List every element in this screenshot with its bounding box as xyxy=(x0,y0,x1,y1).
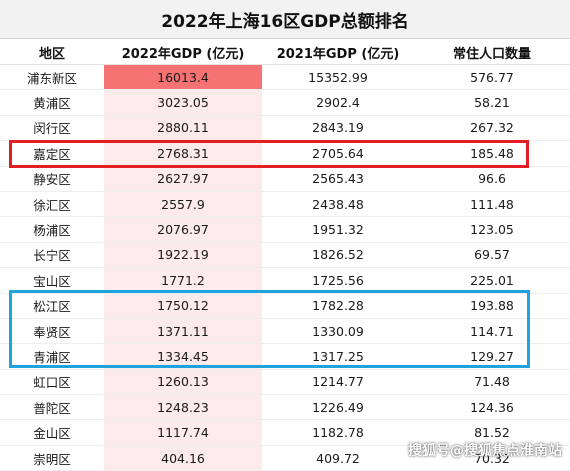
table-row: 普陀区 1248.23 1226.49 124.36 xyxy=(0,394,570,421)
table-row: 青浦区 1334.45 1317.25 129.27 xyxy=(0,343,570,370)
gdp-2021-cell: 1214.77 xyxy=(262,369,414,396)
gdp-2022-cell: 1248.23 xyxy=(104,394,262,421)
table-row: 杨浦区 2076.97 1951.32 123.05 xyxy=(0,216,570,243)
district-cell: 长宁区 xyxy=(0,242,104,269)
gdp-2021-cell: 1182.78 xyxy=(262,419,414,446)
gdp-2022-cell: 2076.97 xyxy=(104,216,262,243)
gdp-2021-cell: 1951.32 xyxy=(262,216,414,243)
table-title: 2022年上海16区GDP总额排名 xyxy=(0,0,570,39)
population-cell: 185.48 xyxy=(414,140,570,167)
gdp-2022-cell: 1771.2 xyxy=(104,267,262,294)
table-row: 崇明区 404.16 409.72 70.32 xyxy=(0,445,570,471)
gdp-2022-cell: 3023.05 xyxy=(104,89,262,116)
table-row: 徐汇区 2557.9 2438.48 111.48 xyxy=(0,191,570,218)
gdp-2022-cell: 1117.74 xyxy=(104,419,262,446)
gdp-2022-cell: 2627.97 xyxy=(104,166,262,192)
table-row: 嘉定区 2768.31 2705.64 185.48 xyxy=(0,140,570,167)
table-row: 闵行区 2880.11 2843.19 267.32 xyxy=(0,115,570,142)
watermark: 搜狐号@搜狐焦点淮南站 xyxy=(408,443,562,459)
district-cell: 浦东新区 xyxy=(0,64,104,91)
gdp-2021-cell: 2843.19 xyxy=(262,115,414,142)
population-cell: 576.77 xyxy=(414,64,570,91)
population-cell: 96.6 xyxy=(414,166,570,192)
population-cell: 58.21 xyxy=(414,89,570,116)
district-cell: 徐汇区 xyxy=(0,191,104,218)
gdp-2021-cell: 2705.64 xyxy=(262,140,414,167)
gdp-2022-cell: 16013.4 xyxy=(104,64,262,91)
gdp-2021-cell: 1725.56 xyxy=(262,267,414,294)
population-cell: 129.27 xyxy=(414,343,570,370)
table-row: 宝山区 1771.2 1725.56 225.01 xyxy=(0,267,570,294)
gdp-2021-cell: 1226.49 xyxy=(262,394,414,421)
gdp-2022-cell: 404.16 xyxy=(104,445,262,471)
gdp-2021-cell: 2902.4 xyxy=(262,89,414,116)
district-cell: 黄浦区 xyxy=(0,89,104,116)
table-row: 静安区 2627.97 2565.43 96.6 xyxy=(0,166,570,192)
gdp-2022-cell: 2880.11 xyxy=(104,115,262,142)
header-population: 常住人口数量 xyxy=(414,40,570,65)
gdp-2021-cell: 1317.25 xyxy=(262,343,414,370)
gdp-2022-cell: 1260.13 xyxy=(104,369,262,396)
gdp-2021-cell: 2565.43 xyxy=(262,166,414,192)
gdp-2022-cell: 2557.9 xyxy=(104,191,262,218)
header-gdp-2021: 2021年GDP (亿元) xyxy=(262,40,414,65)
gdp-ranking-table: 地区 2022年GDP (亿元) 2021年GDP (亿元) 常住人口数量 浦东… xyxy=(0,40,570,471)
district-cell: 嘉定区 xyxy=(0,140,104,167)
population-cell: 114.71 xyxy=(414,318,570,345)
district-cell: 松江区 xyxy=(0,293,104,319)
gdp-2021-cell: 15352.99 xyxy=(262,64,414,91)
gdp-2021-cell: 409.72 xyxy=(262,445,414,471)
population-cell: 81.52 xyxy=(414,419,570,446)
gdp-2021-cell: 1330.09 xyxy=(262,318,414,345)
gdp-2021-cell: 1826.52 xyxy=(262,242,414,269)
population-cell: 123.05 xyxy=(414,216,570,243)
gdp-2022-cell: 1750.12 xyxy=(104,293,262,319)
table-row: 浦东新区 16013.4 15352.99 576.77 xyxy=(0,64,570,91)
district-cell: 杨浦区 xyxy=(0,216,104,243)
table-row: 长宁区 1922.19 1826.52 69.57 xyxy=(0,242,570,269)
district-cell: 静安区 xyxy=(0,166,104,192)
district-cell: 虹口区 xyxy=(0,369,104,396)
table-row: 虹口区 1260.13 1214.77 71.48 xyxy=(0,369,570,396)
population-cell: 193.88 xyxy=(414,293,570,319)
table-row: 松江区 1750.12 1782.28 193.88 xyxy=(0,293,570,319)
district-cell: 崇明区 xyxy=(0,445,104,471)
table-row: 黄浦区 3023.05 2902.4 58.21 xyxy=(0,89,570,116)
population-cell: 111.48 xyxy=(414,191,570,218)
table-row: 金山区 1117.74 1182.78 81.52 xyxy=(0,419,570,446)
district-cell: 青浦区 xyxy=(0,343,104,370)
gdp-2022-cell: 2768.31 xyxy=(104,140,262,167)
population-cell: 71.48 xyxy=(414,369,570,396)
gdp-2022-cell: 1334.45 xyxy=(104,343,262,370)
table-row: 奉贤区 1371.11 1330.09 114.71 xyxy=(0,318,570,345)
population-cell: 267.32 xyxy=(414,115,570,142)
header-gdp-2022: 2022年GDP (亿元) xyxy=(104,40,262,65)
gdp-2021-cell: 1782.28 xyxy=(262,293,414,319)
gdp-2022-cell: 1371.11 xyxy=(104,318,262,345)
district-cell: 闵行区 xyxy=(0,115,104,142)
gdp-2021-cell: 2438.48 xyxy=(262,191,414,218)
population-cell: 225.01 xyxy=(414,267,570,294)
header-row: 地区 2022年GDP (亿元) 2021年GDP (亿元) 常住人口数量 xyxy=(0,40,570,65)
district-cell: 金山区 xyxy=(0,419,104,446)
header-district: 地区 xyxy=(0,40,104,65)
population-cell: 124.36 xyxy=(414,394,570,421)
district-cell: 宝山区 xyxy=(0,267,104,294)
population-cell: 69.57 xyxy=(414,242,570,269)
district-cell: 奉贤区 xyxy=(0,318,104,345)
gdp-2022-cell: 1922.19 xyxy=(104,242,262,269)
district-cell: 普陀区 xyxy=(0,394,104,421)
